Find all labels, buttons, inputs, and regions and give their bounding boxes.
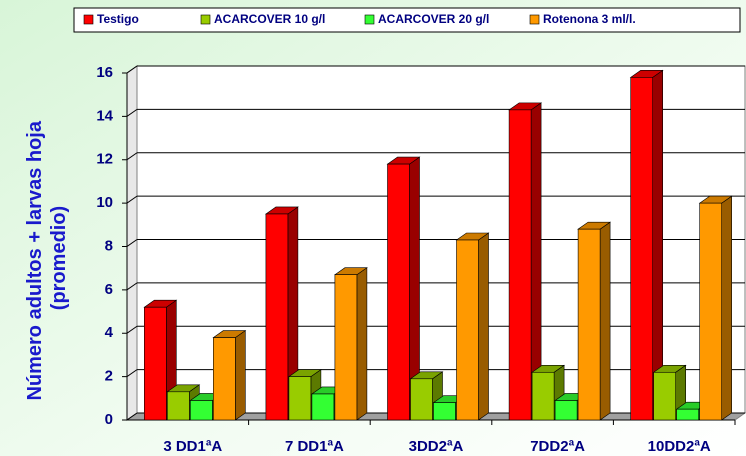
- bar: [410, 378, 433, 421]
- bar: [387, 163, 410, 421]
- grid-line: [126, 239, 138, 247]
- x-tick-label: 7DD2ªA: [530, 438, 585, 455]
- y-tick-label: 10: [96, 194, 113, 211]
- x-tick-label: 10DD2ªA: [648, 438, 711, 455]
- bar: [167, 391, 190, 421]
- grid-line: [126, 412, 138, 421]
- grid-line: [126, 108, 138, 117]
- bar-side: [599, 221, 611, 421]
- bar: [456, 239, 479, 421]
- bar: [190, 400, 213, 421]
- bar: [311, 393, 335, 421]
- bar: [699, 202, 723, 421]
- bar: [630, 77, 654, 421]
- y-tick-label: 16: [96, 64, 113, 81]
- bar: [213, 337, 236, 421]
- legend-box: [73, 7, 741, 33]
- bar-side: [478, 232, 489, 421]
- x-tick-label: 3DD2ªA: [409, 438, 464, 455]
- legend-label: ACARCOVER 10 g/l: [214, 12, 325, 26]
- y-tick-label: 4: [105, 324, 114, 341]
- legend-swatch: [200, 14, 211, 25]
- grid-line: [126, 282, 138, 291]
- grid-line: [126, 65, 138, 74]
- bar: [653, 371, 677, 421]
- y-tick-label: 2: [105, 368, 113, 385]
- legend-label: Testigo: [97, 12, 139, 26]
- y-tick-label: 6: [105, 281, 113, 298]
- grid-line: [126, 325, 138, 334]
- bar-side: [721, 195, 733, 421]
- y-tick-label: 8: [105, 237, 113, 254]
- x-tick-label: 7 DD1ªA: [285, 438, 344, 455]
- y-tick-label: 0: [105, 411, 113, 428]
- bar: [508, 109, 532, 421]
- bar: [676, 408, 700, 421]
- y-axis-label-line: (promedio): [48, 206, 70, 310]
- grid-line: [126, 369, 138, 378]
- x-tick-label: 3 DD1ªA: [163, 438, 222, 455]
- bar: [531, 371, 555, 421]
- bar: [334, 274, 358, 421]
- legend-swatch: [529, 14, 540, 25]
- bar: [144, 306, 167, 421]
- legend-swatch: [364, 14, 375, 25]
- grid-line: [126, 195, 138, 204]
- bar: [577, 228, 601, 421]
- bar-side: [356, 267, 368, 421]
- y-tick-label: 14: [96, 107, 113, 124]
- y-axis-label: Número adultos + larvas hoja (promedio): [24, 115, 70, 400]
- legend-swatch: [83, 14, 94, 25]
- bar: [433, 402, 456, 421]
- bar: [554, 400, 578, 421]
- bar: [288, 376, 312, 421]
- y-tick-label: 12: [96, 151, 113, 168]
- grid-line: [126, 152, 138, 161]
- bar: [265, 213, 289, 421]
- bar-side: [235, 330, 246, 421]
- y-axis-label-line: Número adultos + larvas hoja: [24, 120, 46, 400]
- legend-label: Rotenona 3 ml/l.: [543, 12, 636, 26]
- legend-label: ACARCOVER 20 g/l: [378, 12, 489, 26]
